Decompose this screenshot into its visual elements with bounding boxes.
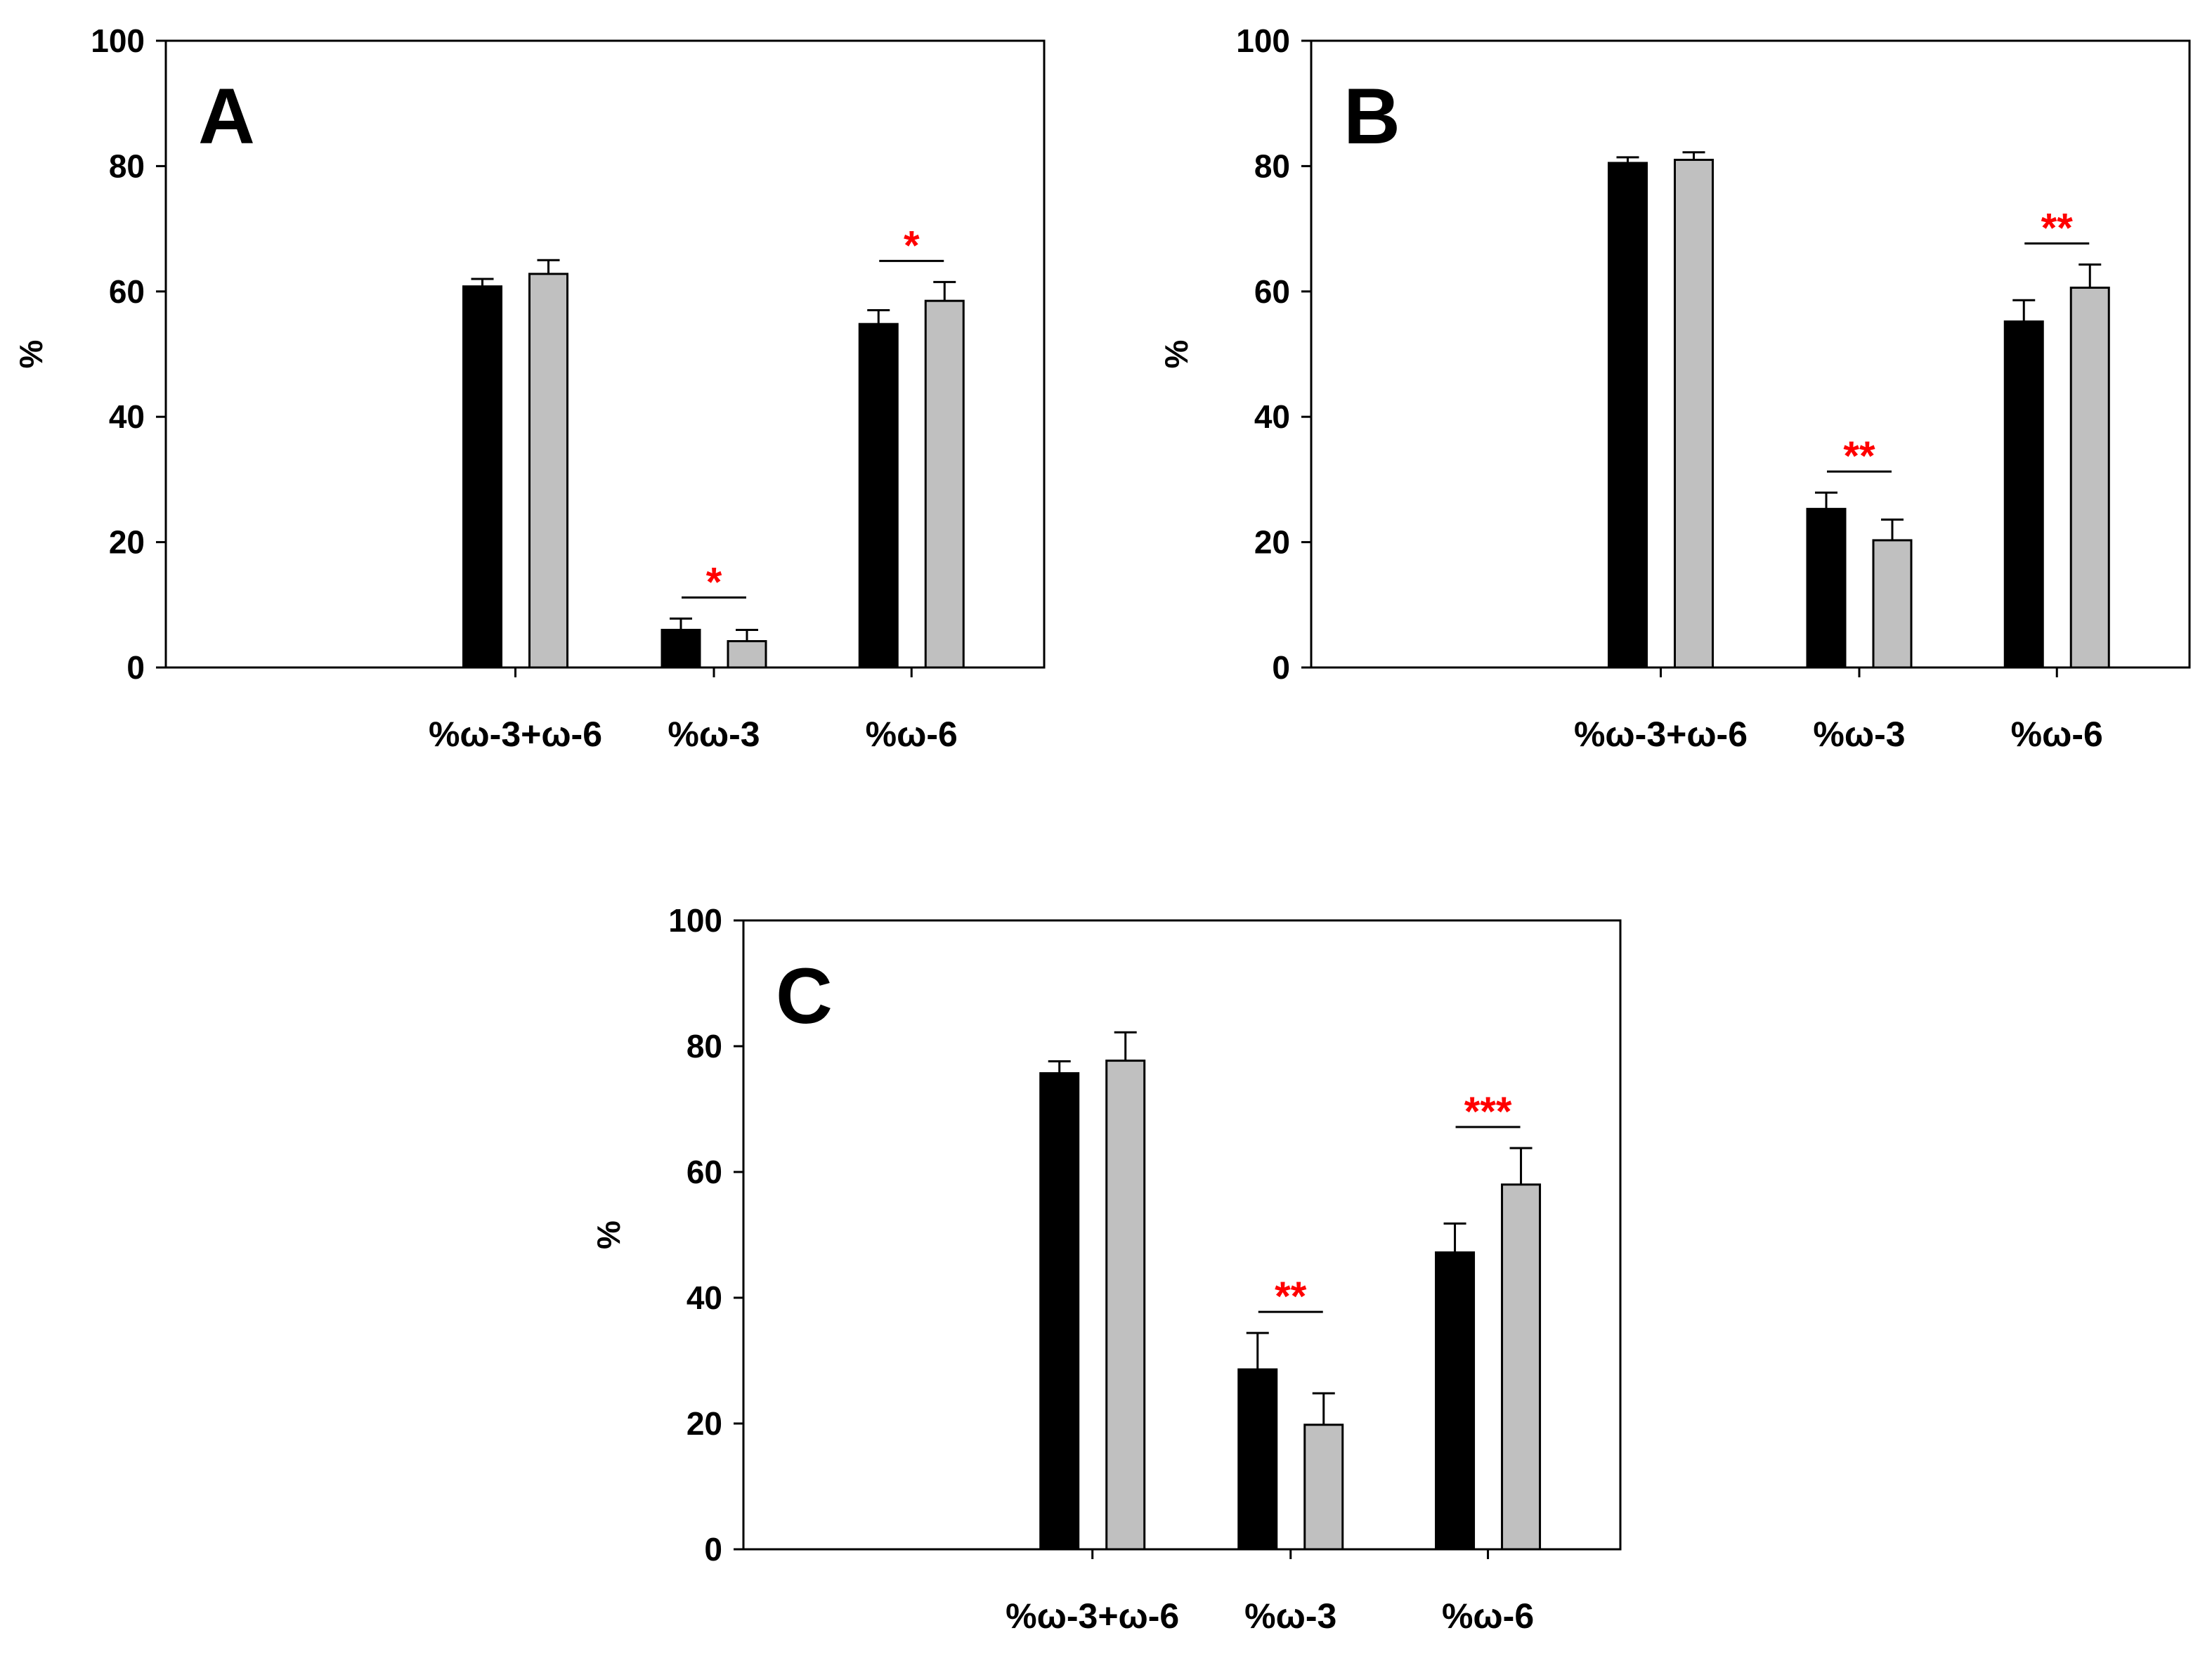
- y-tick-label: 80: [109, 148, 145, 184]
- x-tick-label: %ω-6: [1442, 1596, 1534, 1636]
- y-tick-label: 100: [91, 22, 145, 59]
- bar-series-1-3: [858, 323, 899, 669]
- significance-label: **: [1275, 1274, 1307, 1320]
- significance-label: *: [904, 223, 920, 268]
- bar-series-2-3: [1501, 1183, 1542, 1551]
- bar-series-1-2: [1237, 1368, 1278, 1551]
- y-tick-label: 20: [687, 1405, 722, 1442]
- x-tick-label: %ω-3: [1244, 1596, 1336, 1636]
- y-tick-label: 100: [668, 902, 722, 939]
- bar-series-2-3: [2069, 286, 2110, 669]
- plot-frame: [164, 39, 1046, 669]
- y-axis-label: %: [1158, 340, 1195, 369]
- plot-frame: [742, 919, 1622, 1551]
- y-axis-label: %: [13, 340, 49, 369]
- bar-series-2-2: [727, 640, 767, 669]
- bar-series-2-1: [528, 273, 568, 669]
- x-tick-label: %ω-3+ω-6: [1574, 715, 1748, 754]
- y-tick-label: 100: [1236, 22, 1290, 59]
- panel-letter: C: [776, 952, 833, 1040]
- bar-series-1-1: [1039, 1071, 1080, 1551]
- x-tick-label: %ω-3: [1813, 715, 1905, 754]
- bar-series-2-2: [1303, 1424, 1344, 1551]
- y-tick-label: 60: [1254, 273, 1290, 310]
- x-tick-label: %ω-3+ω-6: [429, 715, 602, 754]
- significance-label: ***: [1464, 1089, 1512, 1135]
- x-tick-label: %ω-6: [2011, 715, 2103, 754]
- bar-series-2-1: [1105, 1060, 1146, 1551]
- x-tick-label: %ω-6: [866, 715, 958, 754]
- y-tick-label: 40: [687, 1279, 722, 1316]
- bar-series-1-2: [661, 628, 701, 669]
- bar-series-1-1: [1608, 162, 1648, 669]
- significance-label: *: [706, 559, 722, 605]
- bar-series-2-1: [1674, 158, 1714, 669]
- panel-letter: A: [198, 72, 255, 160]
- y-tick-label: 40: [1254, 398, 1290, 435]
- bar-series-1-2: [1806, 507, 1847, 669]
- y-tick-label: 20: [109, 524, 145, 561]
- bar-series-1-3: [1435, 1251, 1476, 1551]
- y-tick-label: 0: [704, 1531, 722, 1568]
- y-tick-label: 0: [126, 649, 145, 686]
- bar-series-1-1: [462, 285, 502, 669]
- chart-panel-b: 0 20 40 60 80 100% B %ω-3+ω-6 %ω-3 %ω-6 ** **: [1158, 22, 2191, 754]
- significance-label: **: [2041, 205, 2074, 251]
- bar-series-1-3: [2003, 320, 2044, 669]
- x-tick-label: %ω-3: [668, 715, 760, 754]
- y-tick-label: 60: [687, 1154, 722, 1190]
- panel-letter: B: [1344, 72, 1400, 160]
- y-tick-label: 80: [687, 1028, 722, 1064]
- y-tick-label: 80: [1254, 148, 1290, 184]
- bar-series-2-2: [1872, 539, 1913, 669]
- y-axis-label: %: [590, 1220, 627, 1249]
- y-tick-label: 40: [109, 398, 145, 435]
- significance-label: **: [1843, 434, 1875, 479]
- x-tick-label: %ω-3+ω-6: [1006, 1596, 1179, 1636]
- plot-frame: [1310, 39, 2191, 669]
- bar-series-2-3: [924, 299, 965, 669]
- chart-panel-a: 0 20 40 60 80 100% A %ω-3+ω-6 %ω-3 %ω-6 * *: [13, 22, 1046, 754]
- y-tick-label: 0: [1272, 649, 1290, 686]
- y-tick-label: 60: [109, 273, 145, 310]
- y-tick-label: 20: [1254, 524, 1290, 561]
